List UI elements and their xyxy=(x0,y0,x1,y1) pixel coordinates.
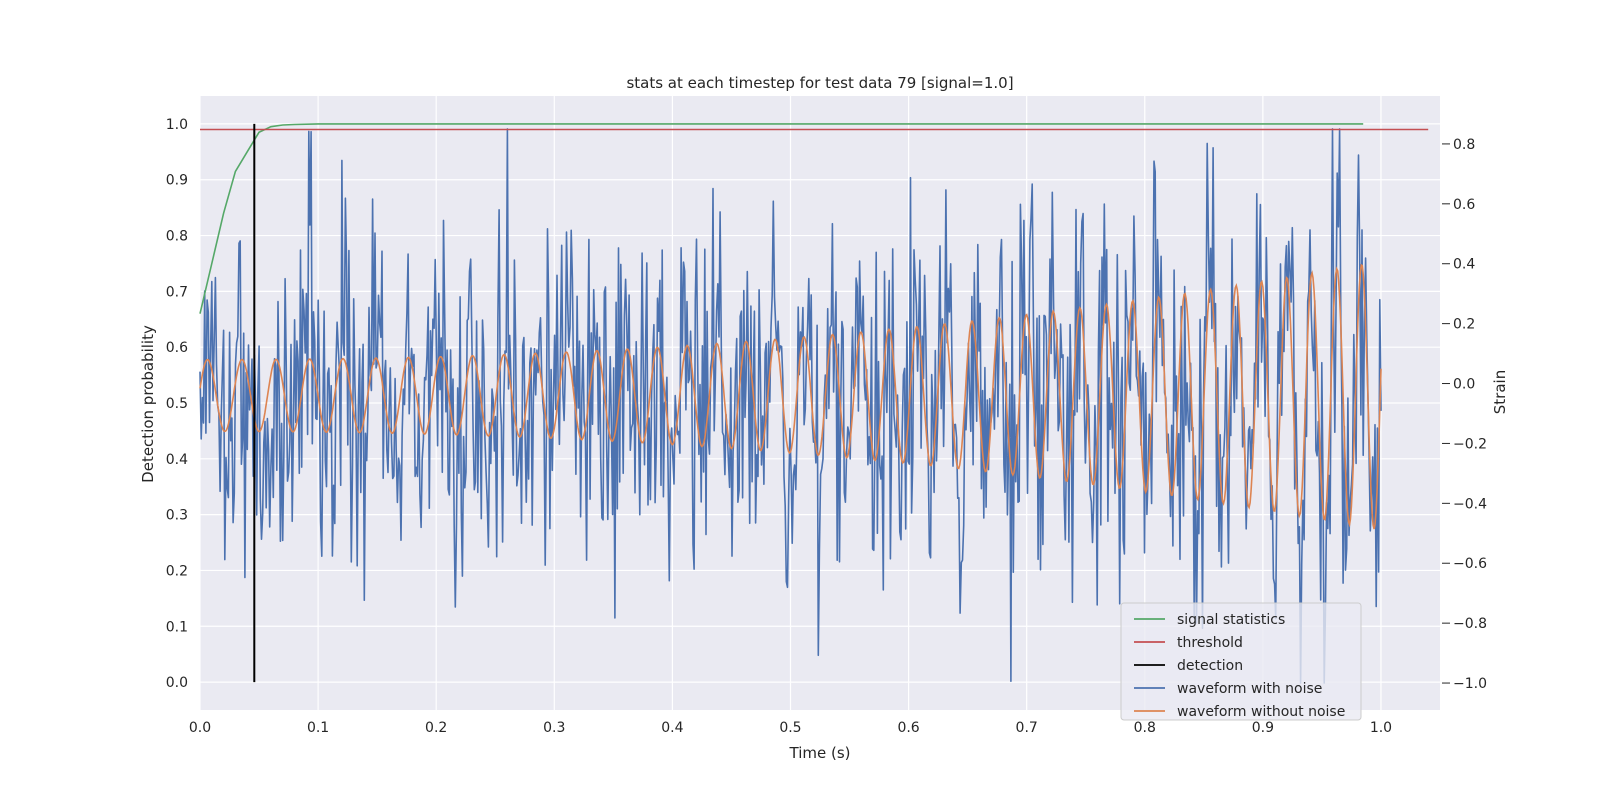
right-y-tick-label: 0.6 xyxy=(1453,197,1475,213)
x-tick-label: 0.1 xyxy=(307,720,329,736)
right-y-tick-label: 0.8 xyxy=(1453,137,1475,153)
left-y-tick-label: 0.6 xyxy=(166,340,188,356)
legend-entry: signal statistics xyxy=(1177,612,1285,628)
left-y-axis-ticks: 0.0 0.1 0.2 0.3 0.4 0.5 0.6 0.7 0.8 0.9 1.0 xyxy=(166,117,188,691)
x-tick-label: 0.7 xyxy=(1016,720,1038,736)
right-y-tick-label: −1.0 xyxy=(1453,676,1487,692)
right-y-tick-label: −0.2 xyxy=(1453,436,1487,452)
left-y-tick-label: 0.8 xyxy=(166,229,188,245)
legend-entry: threshold xyxy=(1177,635,1243,651)
right-y-tick-label: 0.0 xyxy=(1453,377,1475,393)
left-y-tick-label: 0.7 xyxy=(166,284,188,300)
x-axis-label: Time (s) xyxy=(789,744,851,762)
right-y-axis-ticks: −1.0 −0.8 −0.6 −0.4 −0.2 0.0 0.2 0.4 0.6 0.8 xyxy=(1442,137,1487,692)
x-tick-label: 0.4 xyxy=(661,720,683,736)
left-y-tick-label: 0.9 xyxy=(166,173,188,189)
left-y-tick-label: 0.5 xyxy=(166,396,188,412)
x-tick-label: 0.8 xyxy=(1134,720,1156,736)
x-tick-label: 0.9 xyxy=(1252,720,1274,736)
left-y-tick-label: 0.3 xyxy=(166,508,188,524)
x-axis-ticks: 0.0 0.1 0.2 0.3 0.4 0.5 0.6 0.7 0.8 0.9 1.0 xyxy=(189,720,1392,736)
legend-frame xyxy=(1120,602,1362,721)
left-y-axis-label: Detection probability xyxy=(139,325,157,483)
x-tick-label: 1.0 xyxy=(1370,720,1392,736)
right-y-tick-label: 0.4 xyxy=(1453,257,1475,273)
left-y-tick-label: 1.0 xyxy=(166,117,188,133)
right-y-tick-label: −0.8 xyxy=(1453,616,1487,632)
left-y-tick-label: 0.0 xyxy=(166,675,188,691)
right-y-tick-label: 0.2 xyxy=(1453,317,1475,333)
right-y-axis-label: Strain xyxy=(1491,370,1509,414)
legend: signal statistics threshold detection wavef… xyxy=(1120,602,1362,721)
legend-entry: detection xyxy=(1177,658,1243,674)
chart-title: stats at each timestep for test data 79 … xyxy=(626,74,1013,92)
right-y-tick-label: −0.6 xyxy=(1453,556,1487,572)
series-layer xyxy=(199,123,1429,684)
x-tick-label: 0.6 xyxy=(897,720,919,736)
left-y-tick-label: 0.1 xyxy=(166,619,188,635)
right-y-tick-label: −0.4 xyxy=(1453,496,1487,512)
legend-entry: waveform with noise xyxy=(1177,681,1322,697)
x-tick-label: 0.5 xyxy=(779,720,801,736)
x-tick-label: 0.3 xyxy=(543,720,565,736)
legend-entry: waveform without noise xyxy=(1177,704,1345,720)
left-y-tick-label: 0.4 xyxy=(166,452,188,468)
series-signal-statistics xyxy=(199,123,1364,314)
x-tick-label: 0.0 xyxy=(189,720,211,736)
series-waveform-without-noise xyxy=(199,263,1382,530)
x-tick-label: 0.2 xyxy=(425,720,447,736)
left-y-tick-label: 0.2 xyxy=(166,563,188,579)
